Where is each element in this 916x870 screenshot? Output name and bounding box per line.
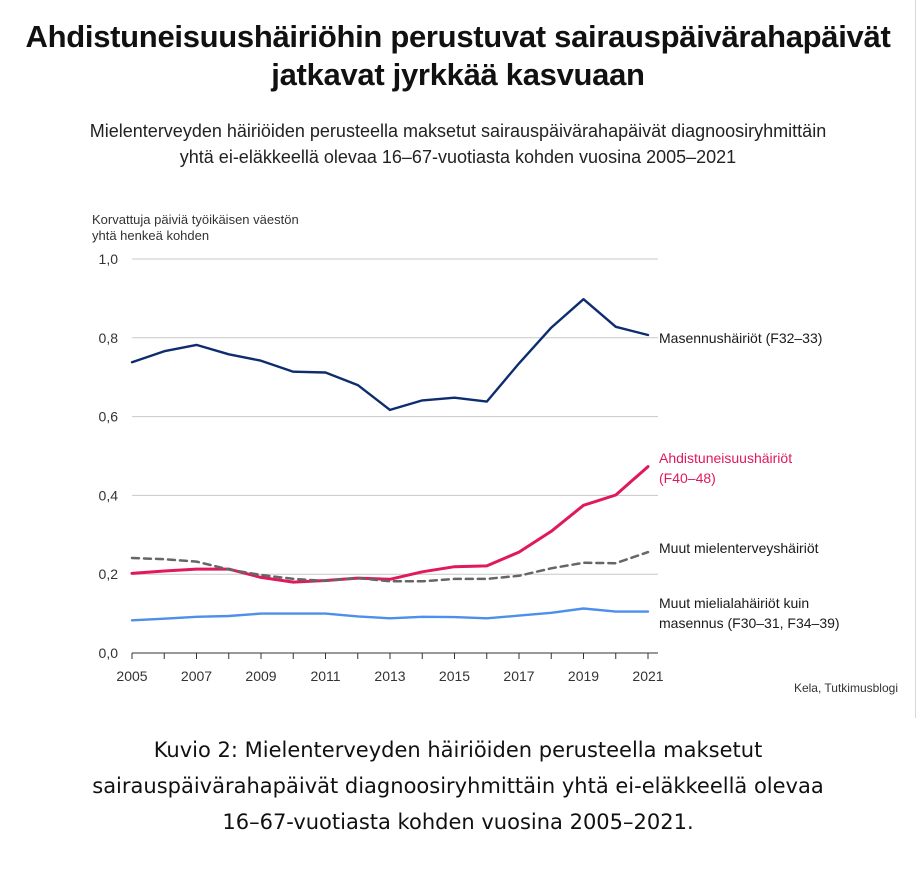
axis-layer: Korvattuja päiviä työikäisen väestönyhtä… <box>92 212 664 684</box>
y-tick-label: 0,6 <box>99 409 119 425</box>
chart-title-line-2: jatkavat jyrkkää kasvuaan <box>271 57 645 92</box>
series-label: Muut mielenterveyshäiriöt <box>659 540 819 556</box>
x-tick-label: 2021 <box>632 668 663 684</box>
x-tick-label: 2011 <box>310 668 340 684</box>
y-tick-label: 1,0 <box>99 251 119 267</box>
y-tick-label: 0,0 <box>99 645 119 661</box>
series-layer <box>130 298 650 622</box>
series-label: masennus (F30–31, F34–39) <box>659 615 840 631</box>
x-tick-label: 2015 <box>439 668 470 684</box>
chart-title-line-1: Ahdistuneisuushäiriöhin perustuvat saira… <box>25 19 891 54</box>
chart-subtitle-line-2: yhtä ei-eläkkeellä olevaa 16–67-vuotiast… <box>179 147 737 167</box>
x-tick-label: 2017 <box>503 668 534 684</box>
caption-line-3: 16–67-vuotiasta kohden vuosina 2005–2021… <box>222 810 694 834</box>
x-tick-label: 2005 <box>116 668 147 684</box>
series-label: Ahdistuneisuushäiriöt <box>659 450 792 466</box>
y-axis-title-line: Korvattuja päiviä työikäisen väestön <box>92 212 299 227</box>
series-line <box>130 550 650 583</box>
y-tick-label: 0,4 <box>99 487 119 503</box>
series-line <box>130 465 650 584</box>
source-label: Kela, Tutkimusblogi <box>794 681 898 695</box>
x-tick-label: 2007 <box>181 668 212 684</box>
series-label: (F40–48) <box>659 470 716 486</box>
grid-layer <box>132 258 658 654</box>
chart-title: Ahdistuneisuushäiriöhin perustuvat saira… <box>0 18 916 94</box>
series-line <box>130 607 650 622</box>
chart-subtitle-line-1: Mielenterveyden häiriöiden perusteella m… <box>89 121 827 141</box>
label-layer: Masennushäiriöt (F32–33) Ahdistuneisuushä… <box>659 330 898 695</box>
x-tick-label: 2013 <box>374 668 405 684</box>
series-label: Muut mielialahäiriöt kuin <box>659 595 809 611</box>
x-tick-label: 2019 <box>568 668 599 684</box>
chart-subtitle: Mielenterveyden häiriöiden perusteella m… <box>0 118 916 170</box>
figure-caption: Kuvio 2: Mielenterveyden häiriöiden peru… <box>0 732 916 840</box>
caption-line-2: sairauspäivärahapäivät diagnoosiryhmittä… <box>92 774 824 798</box>
line-chart: Korvattuja päiviä työikäisen väestönyhtä… <box>92 212 898 695</box>
caption-line-1: Kuvio 2: Mielenterveyden häiriöiden peru… <box>153 738 763 762</box>
x-tick-label: 2009 <box>245 668 276 684</box>
series-line <box>130 298 650 412</box>
series-label: Masennushäiriöt (F32–33) <box>659 330 822 346</box>
y-axis-title-line: yhtä henkeä kohden <box>92 228 209 243</box>
y-tick-label: 0,2 <box>99 566 119 582</box>
y-tick-label: 0,8 <box>99 330 119 346</box>
